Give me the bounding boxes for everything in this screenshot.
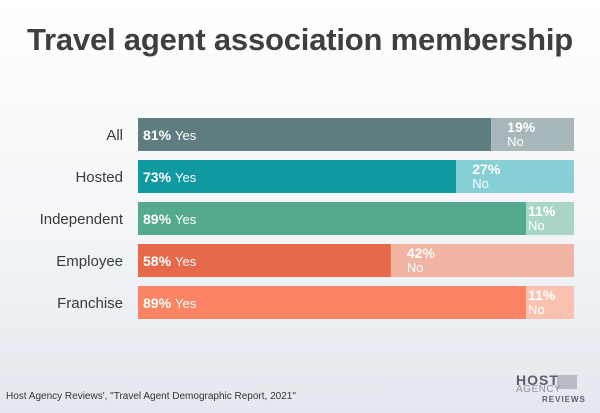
yes-series-name: Yes — [175, 296, 197, 311]
bar-yes-independent — [138, 202, 527, 235]
yes-label-employee: 58% Yes — [143, 253, 197, 269]
yes-series-name: Yes — [175, 212, 197, 227]
yes-label-franchise: 89% Yes — [143, 295, 197, 311]
yes-label-all: 81% Yes — [143, 127, 197, 143]
bar-no-employee — [390, 244, 574, 277]
chart-title: Travel agent association membership — [26, 22, 574, 57]
no-series-name-all: No — [507, 134, 524, 149]
yes-value-employee: 58% — [143, 253, 172, 269]
bar-yes-hosted — [138, 160, 457, 193]
no-value-franchise: 11% — [528, 287, 556, 303]
bar-yes-franchise — [138, 286, 527, 319]
yes-series-name: Yes — [175, 170, 197, 185]
no-series-name-franchise: No — [528, 302, 545, 317]
no-series-name-employee: No — [407, 260, 424, 275]
no-value-all: 19% — [507, 119, 536, 135]
bar-yes-all — [138, 118, 492, 151]
category-label-hosted: Hosted — [75, 169, 123, 186]
no-series-name-hosted: No — [472, 176, 489, 191]
yes-label-independent: 89% Yes — [143, 211, 197, 227]
bar-no-independent — [526, 202, 574, 235]
source-note: Host Agency Reviews', "Travel Agent Demo… — [6, 391, 296, 402]
logo-block-icon — [557, 375, 577, 389]
bar-no-franchise — [526, 286, 574, 319]
no-value-hosted: 27% — [472, 161, 501, 177]
yes-series-name: Yes — [175, 128, 197, 143]
bar-yes-employee — [138, 244, 391, 277]
category-label-franchise: Franchise — [57, 295, 123, 312]
yes-value-independent: 89% — [143, 211, 172, 227]
no-value-employee: 42% — [407, 245, 436, 261]
no-series-name-independent: No — [528, 218, 545, 233]
yes-value-all: 81% — [143, 127, 172, 143]
no-value-independent: 11% — [528, 203, 556, 219]
yes-label-hosted: 73% Yes — [143, 169, 197, 185]
logo-text-host: HOST — [516, 372, 559, 388]
category-label-employee: Employee — [56, 253, 123, 270]
yes-series-name: Yes — [175, 254, 197, 269]
logo-text-agency: AGENCY — [516, 384, 562, 395]
yes-value-franchise: 89% — [143, 295, 172, 311]
bar-no-hosted — [456, 160, 574, 193]
category-label-all: All — [106, 127, 123, 144]
logo-text-reviews: REVIEWS — [542, 395, 586, 404]
host-agency-reviews-logo: HOST AGENCY REVIEWS — [502, 372, 594, 406]
yes-value-hosted: 73% — [143, 169, 172, 185]
category-label-independent: Independent — [40, 211, 124, 228]
bar-no-all — [491, 118, 574, 151]
